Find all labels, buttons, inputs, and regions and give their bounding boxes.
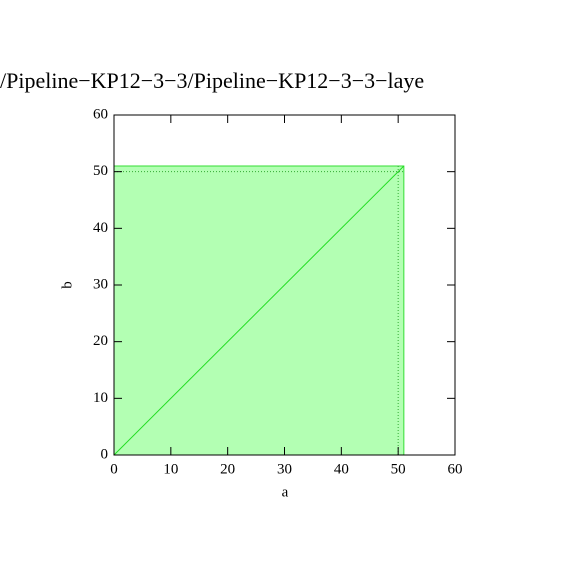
x-tick-label: 10 bbox=[163, 461, 178, 477]
chart-title: /Pipeline−KP12−3−3/Pipeline−KP12−3−3−lay… bbox=[0, 68, 424, 93]
x-tick-label: 20 bbox=[220, 461, 235, 477]
x-axis-label: a bbox=[282, 484, 289, 500]
y-tick-label: 20 bbox=[93, 333, 108, 349]
y-tick-label: 10 bbox=[93, 390, 108, 406]
x-tick-label: 50 bbox=[391, 461, 406, 477]
x-tick-label: 0 bbox=[110, 461, 118, 477]
y-tick-label: 50 bbox=[93, 163, 108, 179]
line bbox=[113, 165, 405, 456]
y-tick-label: 60 bbox=[93, 106, 108, 122]
x-tick-label: 40 bbox=[334, 461, 349, 477]
y-tick-label: 30 bbox=[93, 276, 108, 292]
y-tick-label: 40 bbox=[93, 220, 108, 236]
x-tick-label: 30 bbox=[277, 461, 292, 477]
x-tick-label: 60 bbox=[448, 461, 463, 477]
y-axis-label: b bbox=[59, 281, 75, 289]
y-tick-label: 0 bbox=[101, 446, 109, 462]
